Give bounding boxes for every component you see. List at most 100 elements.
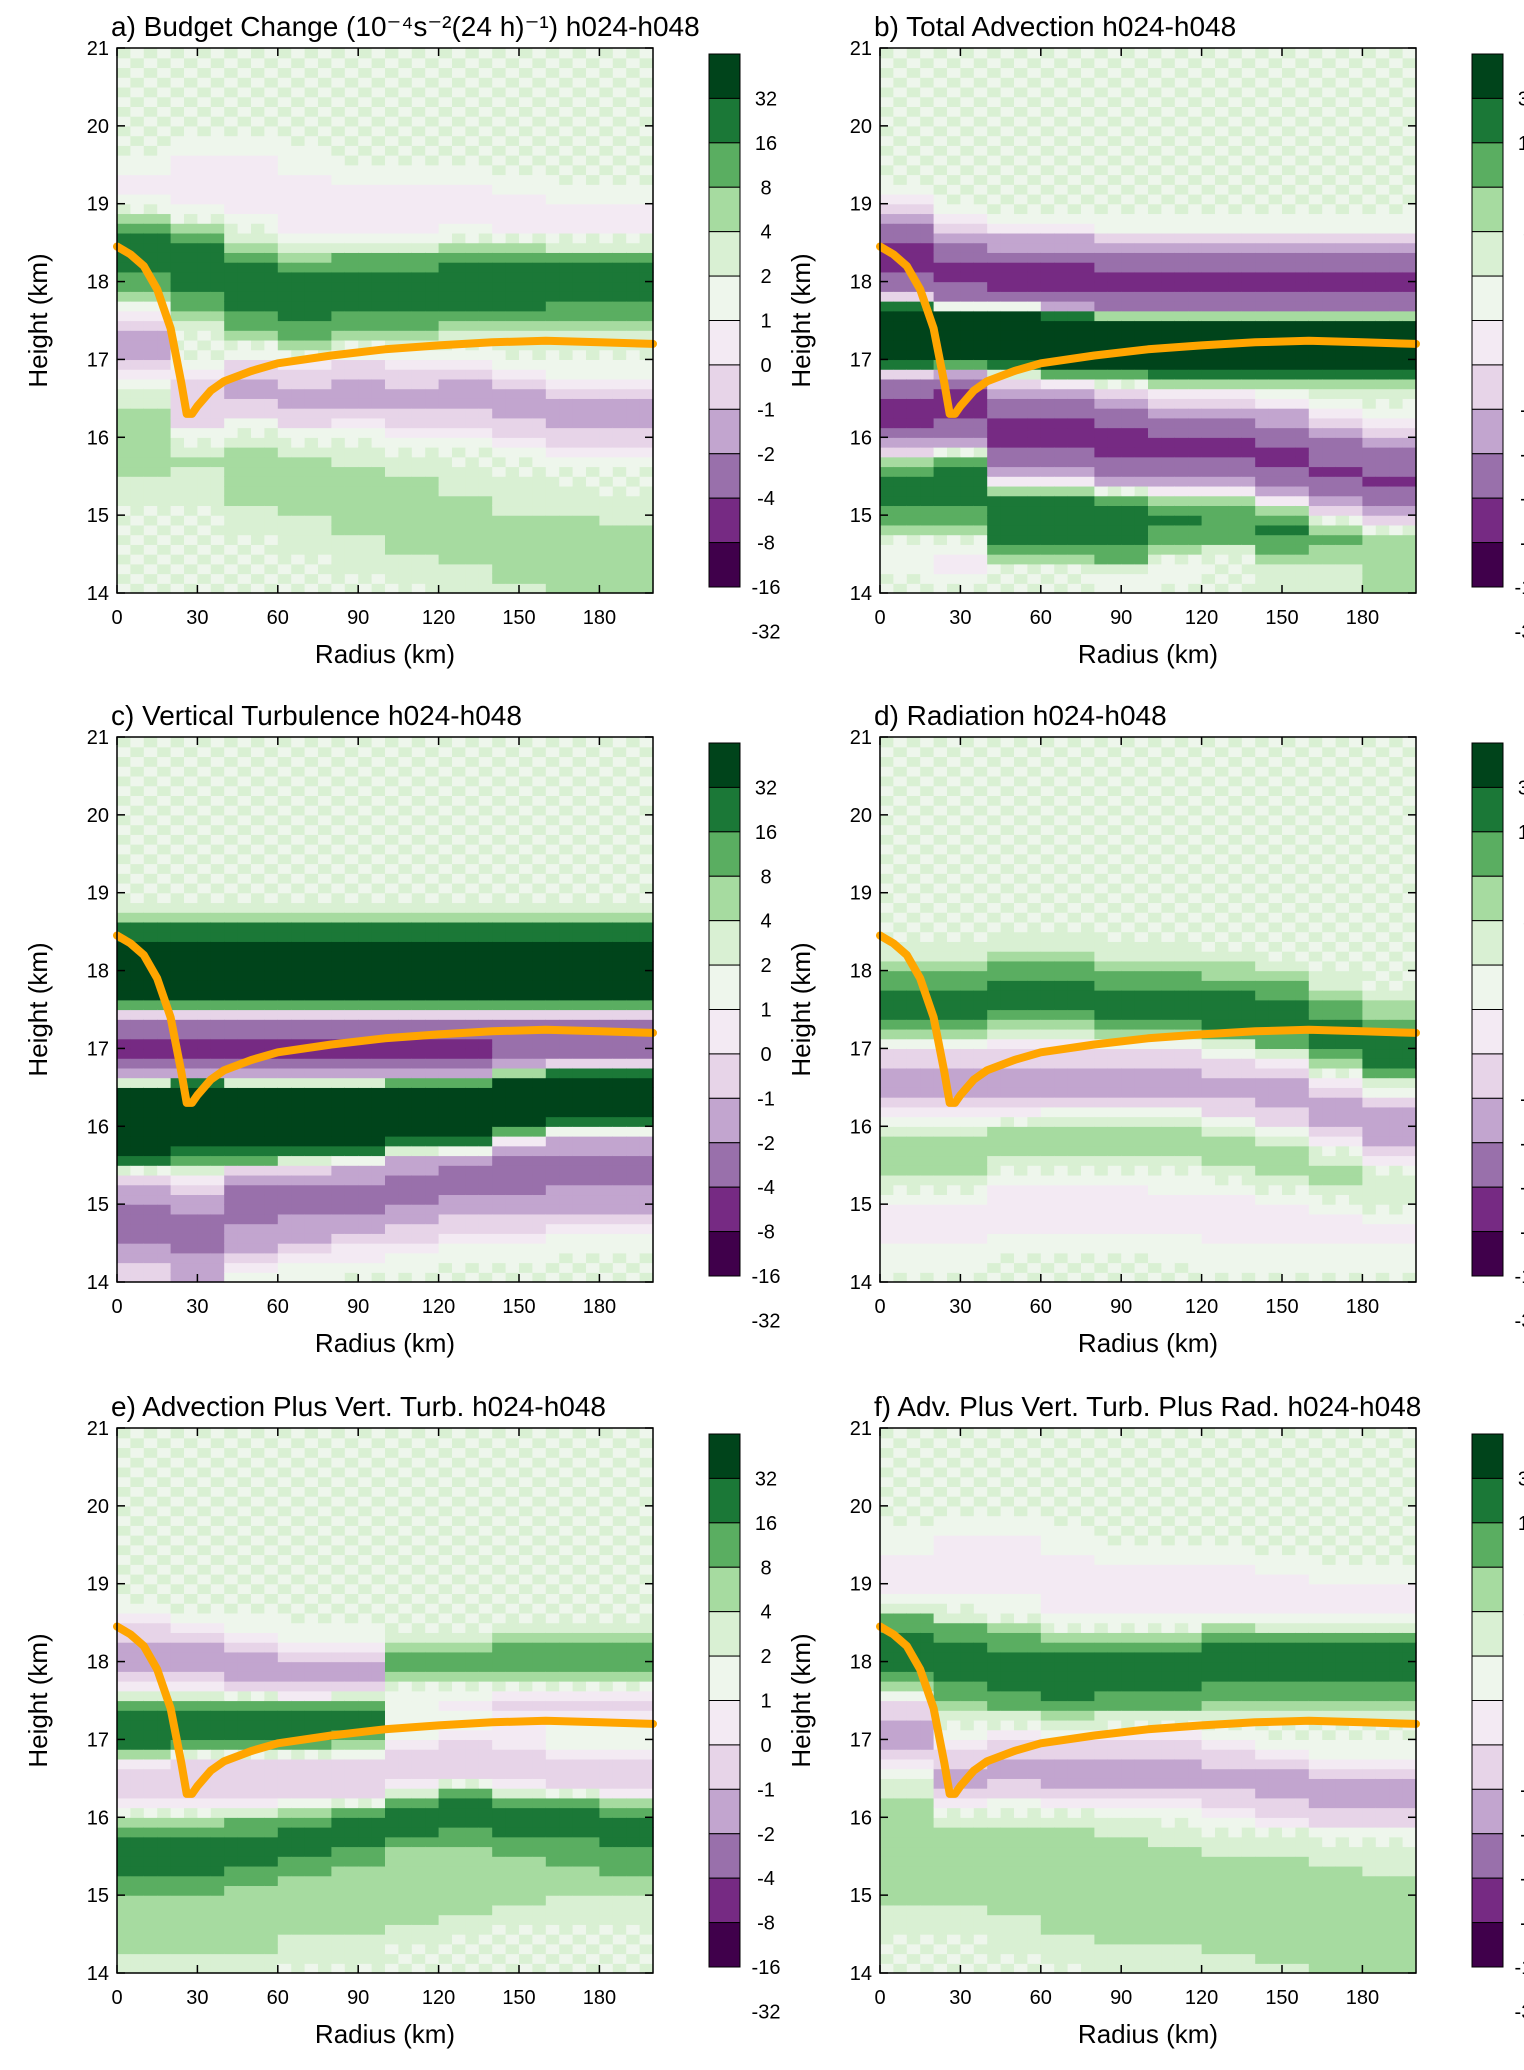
field-cell: [1215, 301, 1229, 312]
field-cell: [1121, 262, 1136, 273]
field-cell: [318, 524, 332, 536]
field-cell: [532, 573, 547, 584]
field-cell: [157, 882, 172, 894]
field-cell: [398, 223, 413, 234]
field-cell: [559, 495, 574, 507]
field-cell: [532, 67, 547, 78]
field-cell: [143, 844, 158, 855]
field-cell: [224, 534, 239, 545]
field-cell: [545, 495, 560, 507]
field-cell: [277, 155, 292, 166]
field-cell: [1335, 232, 1350, 244]
field-cell: [519, 544, 533, 555]
field-cell: [1241, 106, 1256, 117]
field-cell: [277, 232, 292, 244]
field-cell: [1201, 495, 1216, 507]
field-cell: [157, 1116, 172, 1127]
field-cell: [1201, 242, 1216, 253]
field-cell: [197, 310, 212, 322]
field-cell: [425, 213, 440, 224]
field-cell: [545, 213, 560, 224]
field-cell: [492, 184, 507, 195]
field-cell: [639, 116, 654, 127]
field-cell: [559, 330, 574, 341]
field-cell: [893, 77, 908, 88]
field-cell: [1389, 349, 1404, 361]
field-cell: [130, 931, 145, 942]
field-cell: [532, 485, 547, 497]
field-cell: [1107, 437, 1122, 448]
field-cell: [1094, 48, 1109, 59]
field-cell: [331, 554, 346, 565]
field-cell: [947, 174, 961, 185]
field-cell: [1335, 145, 1350, 156]
field-cell: [519, 495, 533, 507]
y-tick-label: 20: [850, 116, 872, 138]
field-cell: [130, 1126, 145, 1137]
field-cell: [626, 369, 641, 380]
field-cell: [465, 466, 480, 477]
field-cell: [639, 447, 654, 458]
field-cell: [1228, 417, 1243, 429]
field-cell: [1389, 524, 1404, 536]
field-cell: [947, 563, 961, 575]
field-cell: [277, 476, 292, 487]
field-cell: [358, 378, 373, 390]
field-cell: [371, 271, 386, 283]
field-cell: [947, 86, 961, 98]
field-cell: [1389, 106, 1404, 117]
field-cell: [1282, 320, 1296, 331]
field-cell: [599, 271, 614, 283]
field-cell: [1375, 145, 1390, 156]
field-cell: [1027, 193, 1042, 205]
field-cell: [1255, 86, 1270, 98]
field-cell: [880, 57, 894, 69]
field-cell: [143, 1136, 158, 1147]
field-cell: [1067, 369, 1082, 380]
field-cell: [1241, 359, 1256, 370]
field-cell: [1241, 223, 1256, 234]
field-cell: [184, 281, 198, 292]
field-cell: [130, 232, 145, 244]
field-cell: [1148, 262, 1162, 273]
field-cell: [1201, 96, 1216, 107]
field-cell: [1349, 320, 1363, 331]
field-cell: [1282, 310, 1296, 322]
field-cell: [639, 573, 654, 584]
field-cell: [1134, 349, 1149, 361]
field-cell: [344, 417, 359, 429]
field-cell: [358, 417, 373, 429]
field-cell: [170, 57, 185, 69]
field-cell: [920, 164, 935, 176]
field-cell: [1362, 145, 1377, 156]
field-cell: [1134, 106, 1149, 117]
field-cell: [143, 223, 158, 234]
field-cell: [1054, 534, 1069, 545]
field-cell: [612, 125, 627, 137]
field-cell: [987, 193, 1002, 205]
field-cell: [291, 106, 306, 117]
field-cell: [184, 447, 198, 458]
field-cell: [1067, 456, 1082, 468]
field-cell: [1067, 155, 1082, 166]
field-cell: [1295, 544, 1310, 555]
field-cell: [1188, 378, 1203, 390]
field-cell: [880, 184, 894, 195]
field-cell: [1000, 515, 1015, 526]
field-cell: [572, 86, 587, 98]
field-cell: [1014, 48, 1028, 59]
field-cell: [586, 291, 600, 302]
field-cell: [1067, 447, 1082, 458]
field-cell: [465, 554, 480, 565]
field-cell: [1362, 135, 1377, 146]
field-cell: [130, 563, 145, 575]
field-cell: [1121, 398, 1136, 409]
field-cell: [465, 116, 480, 127]
field-cell: [371, 291, 386, 302]
field-cell: [1375, 378, 1390, 390]
field-cell: [1040, 77, 1055, 88]
field-cell: [626, 495, 641, 507]
field-cell: [559, 310, 574, 322]
field-cell: [987, 544, 1002, 555]
field-cell: [1322, 155, 1337, 166]
